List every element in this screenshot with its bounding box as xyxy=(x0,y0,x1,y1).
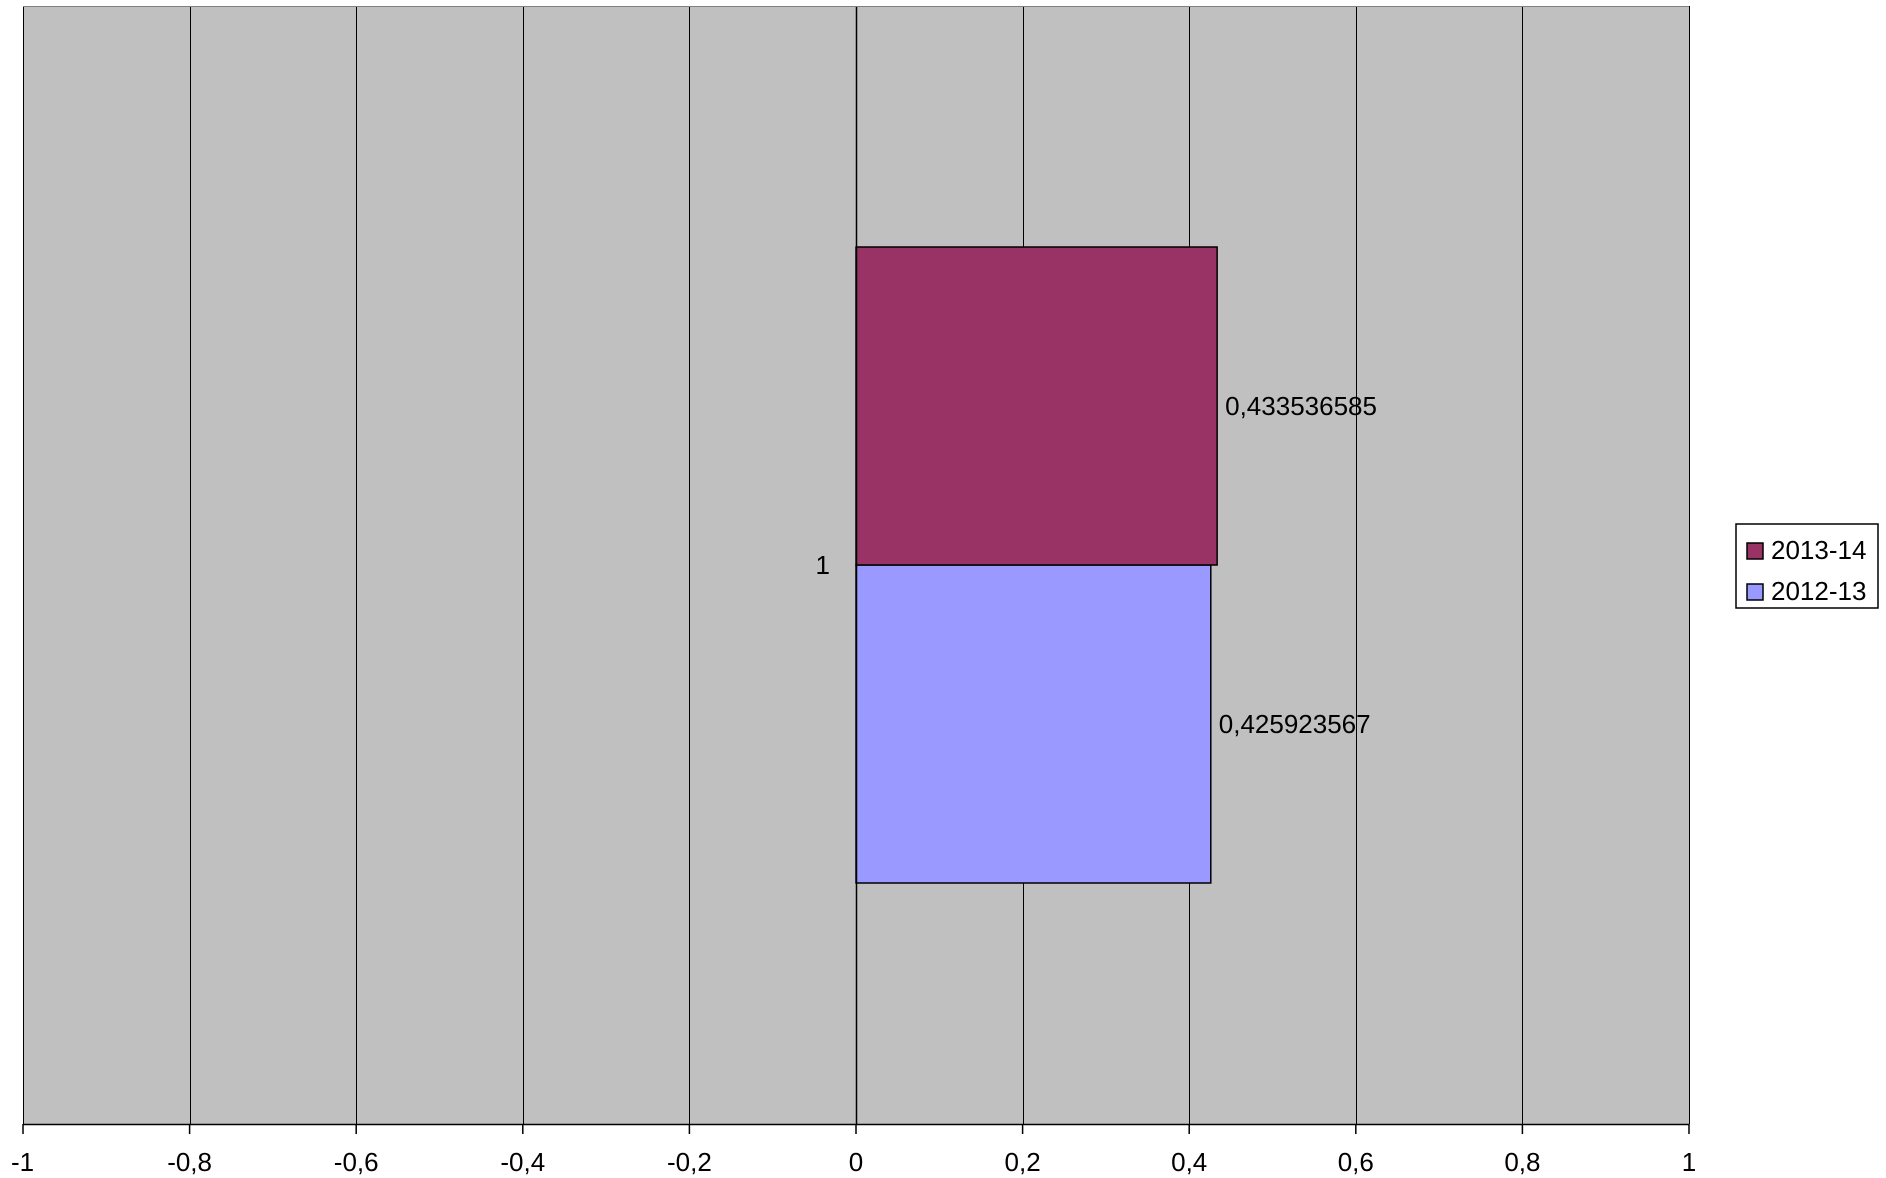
data-label-2013-14: 0,433536585 xyxy=(1225,391,1377,421)
x-tick-label-1: -0,8 xyxy=(167,1147,212,1177)
gridlines xyxy=(23,6,1690,1124)
x-tick-label-2: -0,6 xyxy=(334,1147,379,1177)
bar-2012-13 xyxy=(855,564,1212,884)
x-tick-label-6: 0,2 xyxy=(1005,1147,1041,1177)
x-axis-ticks xyxy=(22,1124,1690,1134)
x-tick-label-5: 0 xyxy=(849,1147,863,1177)
x-axis-tick-labels: -1 -0,8 -0,6 -0,4 -0,2 0 0,2 0,4 0,6 0,8 1 xyxy=(11,1147,1696,1177)
bar-2013-14 xyxy=(855,246,1218,566)
x-tick-label-9: 0,8 xyxy=(1504,1147,1540,1177)
legend-swatch-2012-13 xyxy=(1746,583,1764,601)
y-axis-category-labels: 1 xyxy=(816,550,830,580)
legend: 2013-14 2012-13 xyxy=(1735,523,1879,609)
x-tick-label-7: 0,4 xyxy=(1171,1147,1207,1177)
legend-swatch-2013-14 xyxy=(1746,542,1764,560)
x-tick-label-10: 1 xyxy=(1682,1147,1696,1177)
legend-label-2013-14: 2013-14 xyxy=(1771,535,1866,565)
data-label-2012-13: 0,425923567 xyxy=(1219,709,1371,739)
y-category-label-0: 1 xyxy=(816,550,830,580)
legend-label-2012-13: 2012-13 xyxy=(1771,576,1866,606)
x-tick-label-3: -0,4 xyxy=(500,1147,545,1177)
x-tick-label-4: -0,2 xyxy=(667,1147,712,1177)
data-labels: 0,425923567 0,433536585 xyxy=(1219,391,1377,739)
bars xyxy=(855,246,1218,884)
x-tick-label-0: -1 xyxy=(11,1147,34,1177)
x-tick-label-8: 0,6 xyxy=(1338,1147,1374,1177)
